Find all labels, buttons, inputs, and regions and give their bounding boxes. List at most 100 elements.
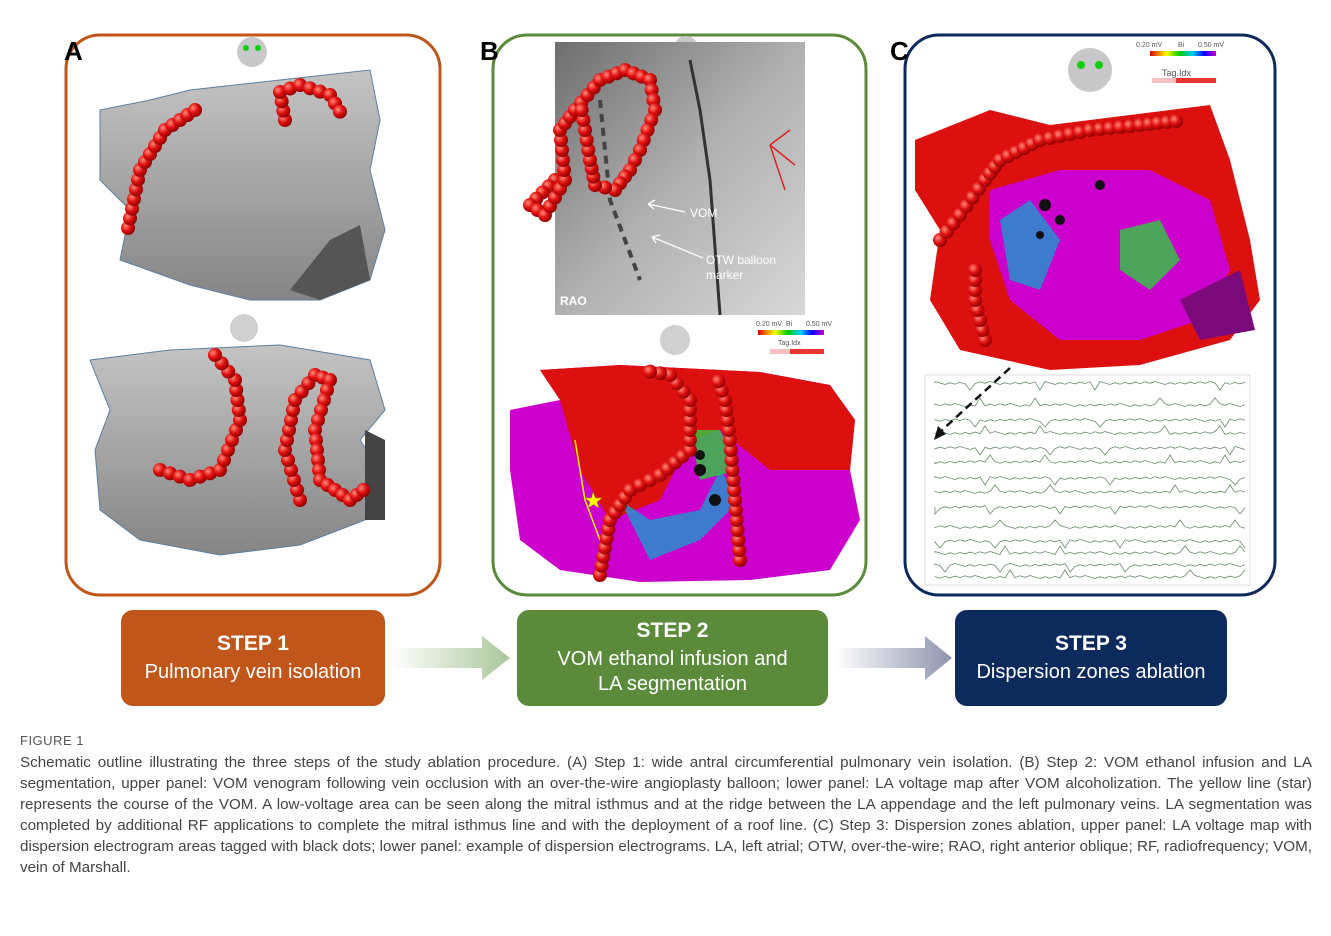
figure-caption: Schematic outline illustrating the three… bbox=[20, 754, 1312, 876]
lesion bbox=[731, 533, 746, 547]
decoration bbox=[365, 430, 385, 520]
decoration bbox=[934, 380, 1246, 579]
decoration bbox=[1000, 200, 1060, 290]
lesion bbox=[1169, 114, 1183, 128]
panel-label: C bbox=[890, 36, 909, 66]
decoration bbox=[709, 494, 721, 506]
lesion bbox=[732, 543, 747, 557]
lesion bbox=[683, 403, 697, 417]
colorbar-c bbox=[1150, 51, 1216, 83]
lesion bbox=[968, 293, 982, 307]
electrogram-trace bbox=[934, 425, 1246, 435]
decoration bbox=[1077, 61, 1085, 69]
colorbar-tag: Tag.Idx bbox=[778, 340, 801, 347]
decoration bbox=[1055, 215, 1065, 225]
decoration bbox=[290, 225, 370, 300]
lesion bbox=[733, 553, 747, 567]
decoration bbox=[1095, 61, 1103, 69]
decoration bbox=[990, 170, 1230, 340]
decoration bbox=[939, 367, 1011, 433]
decoration bbox=[237, 37, 267, 67]
step-title: STEP 3 bbox=[1055, 631, 1127, 655]
colorbar-min: 0.20 mV bbox=[756, 321, 783, 328]
electrogram-trace bbox=[934, 397, 1246, 407]
panel-a-frame bbox=[64, 33, 442, 597]
electrogram-trace bbox=[934, 476, 1246, 486]
decoration bbox=[1120, 220, 1180, 290]
electrogram-trace bbox=[934, 545, 1246, 555]
annotation: VOM bbox=[690, 206, 718, 220]
step-title: STEP 2 bbox=[636, 619, 709, 642]
annotation: OTW balloon marker bbox=[706, 253, 777, 282]
decoration bbox=[598, 99, 642, 281]
decoration bbox=[1150, 51, 1216, 56]
panel-c-frame bbox=[903, 33, 1277, 597]
lesion bbox=[356, 483, 371, 497]
step-title: STEP 1 bbox=[217, 631, 289, 655]
arrow-1-2 bbox=[392, 636, 510, 680]
arrow-2-3 bbox=[835, 636, 952, 680]
decoration bbox=[255, 45, 261, 51]
lesion bbox=[725, 463, 740, 477]
lesion bbox=[968, 263, 982, 277]
step-box: STEP 2 VOM ethanol infusion and LA segme… bbox=[517, 610, 828, 706]
electrogram-trace bbox=[934, 539, 1246, 549]
step-text: Dispersion zones ablation bbox=[976, 660, 1206, 683]
decoration bbox=[758, 330, 824, 335]
lesion bbox=[333, 104, 347, 119]
lesion bbox=[729, 513, 744, 527]
electrogram-trace bbox=[934, 454, 1246, 465]
figure-label: FIGURE 1 bbox=[20, 733, 84, 748]
lesion bbox=[968, 273, 982, 287]
electrogram-trace bbox=[934, 519, 1246, 529]
decoration bbox=[540, 365, 855, 520]
panel-b-frame bbox=[491, 33, 868, 597]
colorbar-min: 0.20 mV bbox=[1136, 42, 1163, 49]
decoration bbox=[243, 45, 249, 51]
decoration bbox=[1039, 199, 1051, 211]
electrogram-trace bbox=[934, 569, 1246, 579]
panel-label: B bbox=[480, 36, 499, 66]
lesion bbox=[724, 453, 739, 467]
decoration bbox=[1152, 78, 1176, 83]
lesion bbox=[726, 473, 741, 487]
lesion bbox=[683, 433, 697, 447]
decoration bbox=[688, 59, 722, 316]
colorbar-max: 0.50 mV bbox=[806, 321, 833, 328]
step-text: Pulmonary vein isolation bbox=[144, 660, 362, 683]
decoration bbox=[574, 439, 601, 541]
decoration bbox=[695, 450, 705, 460]
decoration bbox=[694, 464, 706, 476]
decoration bbox=[584, 491, 603, 509]
lesion bbox=[683, 443, 697, 457]
lesion bbox=[643, 364, 657, 379]
lesion bbox=[723, 443, 738, 457]
lesion bbox=[683, 413, 697, 427]
colorbar-tag: Tag.Idx bbox=[1162, 68, 1192, 78]
decoration bbox=[924, 374, 1251, 586]
lesion bbox=[683, 423, 697, 437]
lesion bbox=[188, 103, 202, 117]
decoration bbox=[769, 129, 796, 191]
decoration bbox=[1152, 78, 1216, 83]
electrogram-trace bbox=[934, 418, 1246, 428]
electrogram-trace bbox=[934, 484, 1246, 494]
decoration bbox=[1095, 180, 1105, 190]
lesion bbox=[728, 503, 743, 517]
lesion bbox=[730, 523, 745, 537]
decoration bbox=[230, 314, 258, 342]
ablation-lesions bbox=[121, 63, 1183, 582]
lesion bbox=[968, 283, 982, 297]
lesion bbox=[728, 493, 742, 507]
panel-c-images bbox=[915, 48, 1260, 586]
colorbar-max: 0.50 mV bbox=[1198, 42, 1225, 49]
annotation: RAO bbox=[560, 294, 587, 308]
lesion bbox=[727, 483, 742, 497]
decoration bbox=[1068, 48, 1112, 92]
electrogram-trace bbox=[934, 563, 1246, 573]
lesion bbox=[208, 348, 222, 362]
lesion bbox=[711, 374, 726, 389]
electrogram-trace bbox=[934, 446, 1246, 456]
